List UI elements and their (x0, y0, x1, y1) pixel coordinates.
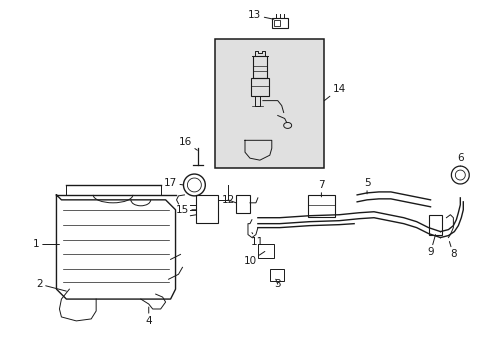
Text: 16: 16 (179, 137, 197, 150)
Text: 15: 15 (176, 205, 196, 215)
Text: 3: 3 (274, 279, 281, 289)
Bar (196, 195, 218, 223)
Bar (427, 215, 442, 235)
Text: 12: 12 (221, 195, 236, 205)
Bar (236, 195, 249, 213)
Text: 1: 1 (33, 239, 60, 249)
Bar (271, 18, 287, 28)
Bar (307, 195, 335, 217)
Text: 9: 9 (427, 235, 435, 257)
Text: 6: 6 (456, 153, 463, 166)
Bar (257, 244, 273, 258)
Bar (269, 269, 283, 281)
Text: 4: 4 (145, 307, 152, 326)
Text: 2: 2 (36, 279, 66, 291)
Bar (215, 39, 324, 168)
Bar (250, 78, 268, 96)
Text: 11: 11 (251, 233, 264, 247)
Text: 5: 5 (363, 178, 369, 194)
Bar (252, 56, 266, 78)
Text: 8: 8 (448, 242, 456, 260)
Text: 7: 7 (317, 180, 324, 197)
Text: 10: 10 (243, 251, 264, 266)
Bar (273, 20, 279, 26)
Text: 13: 13 (248, 10, 273, 20)
Text: 17: 17 (163, 178, 183, 188)
Text: 14: 14 (324, 84, 345, 100)
